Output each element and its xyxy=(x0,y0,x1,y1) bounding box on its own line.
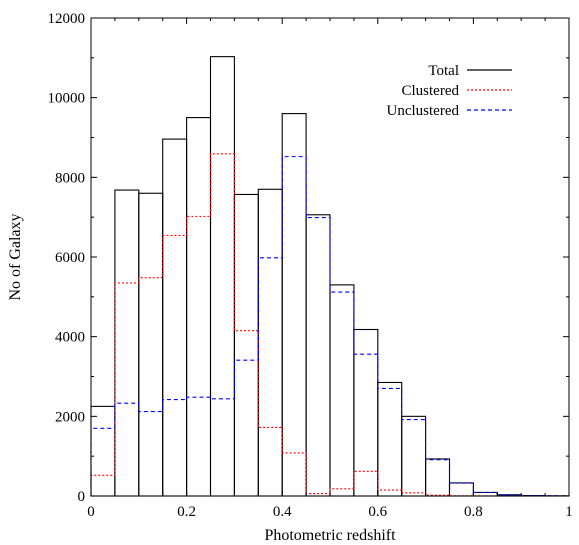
total-bar xyxy=(377,381,403,497)
total-bar xyxy=(281,113,307,497)
axis-ticks: 0 0.2 0.4 0.6 0.8 1 0 2000 4000 6000 8000 10000 1200… xyxy=(48,11,573,520)
total-bar xyxy=(329,284,355,497)
y-tick-label: 6000 xyxy=(55,250,85,266)
legend: Total Clustered Unclustered xyxy=(387,63,512,119)
total-bar xyxy=(448,482,474,497)
total-bar xyxy=(162,138,188,497)
x-tick-label: 0.4 xyxy=(273,504,292,520)
legend-label: Clustered xyxy=(402,83,460,99)
x-tick-label: 1 xyxy=(565,504,573,520)
y-tick-label: 0 xyxy=(78,489,86,505)
y-axis-label: No of Galaxy xyxy=(7,213,24,300)
y-tick-label: 10000 xyxy=(48,91,86,107)
total-bar xyxy=(90,405,116,497)
total-bar xyxy=(425,458,451,497)
total-bar xyxy=(186,117,212,497)
plot-frame xyxy=(90,17,570,497)
y-tick-label: 4000 xyxy=(55,330,85,346)
x-tick-label: 0.8 xyxy=(464,504,483,520)
total-bar xyxy=(114,189,140,497)
histogram-layer xyxy=(90,56,570,497)
x-tick-label: 0 xyxy=(87,504,95,520)
legend-label: Unclustered xyxy=(387,103,460,119)
x-tick-label: 0.6 xyxy=(368,504,387,520)
total-bar xyxy=(209,56,235,497)
y-tick-label: 8000 xyxy=(55,170,85,186)
x-tick-label: 0.2 xyxy=(177,504,196,520)
unclustered-step-line xyxy=(90,156,569,497)
total-bar xyxy=(305,214,331,497)
total-bar xyxy=(401,415,427,497)
y-tick-label: 2000 xyxy=(55,409,85,425)
x-axis-label: Photometric redshift xyxy=(264,527,396,544)
y-tick-label: 12000 xyxy=(48,11,86,27)
total-bar xyxy=(138,192,164,497)
legend-label: Total xyxy=(428,63,459,79)
total-bar xyxy=(233,193,259,497)
total-bar xyxy=(257,188,283,497)
